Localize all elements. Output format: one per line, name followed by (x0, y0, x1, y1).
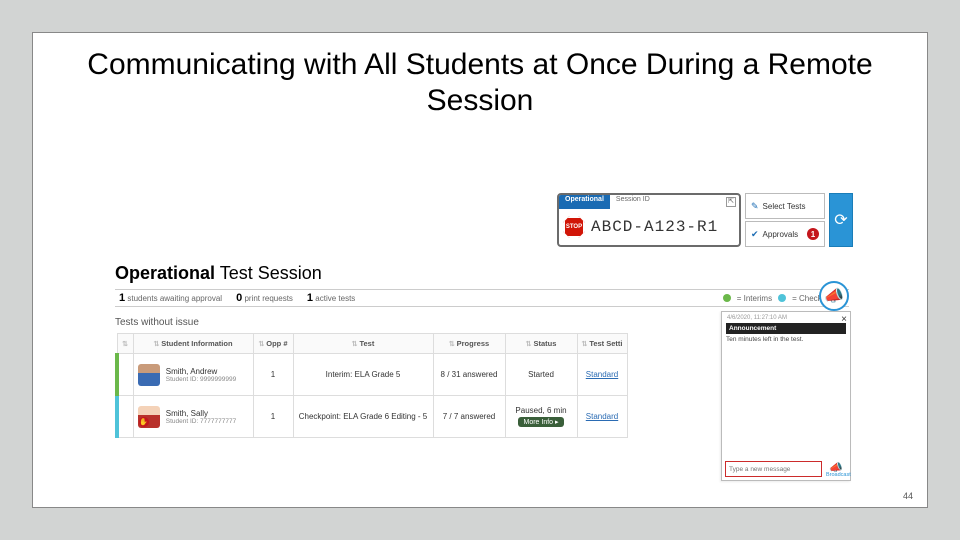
tab-operational[interactable]: Operational (559, 195, 610, 209)
cell-progress: 7 / 7 answered (433, 396, 505, 438)
heading-light: Test Session (215, 263, 322, 283)
avatar: ✋ (138, 406, 160, 428)
col-progress[interactable]: Progress (433, 334, 505, 354)
message-input[interactable] (725, 461, 822, 477)
cell-opp: 1 (253, 354, 293, 396)
broadcast-send-button[interactable]: 📣 Broadcast (826, 461, 846, 478)
announcement-panel: × 4/6/2020, 11:27:10 AM Announcement Ten… (721, 311, 851, 481)
student-name: Smith, Andrew (166, 367, 236, 376)
awaiting-label: students awaiting approval (127, 294, 222, 303)
session-id-value: ABCD-A123-R1 (591, 218, 718, 236)
active-count: 1 (307, 292, 313, 304)
col-test[interactable]: Test (293, 334, 433, 354)
session-actions: ✎ Select Tests ✔ Approvals 1 (745, 193, 825, 247)
cell-test: Checkpoint: ELA Grade 6 Editing - 5 (293, 396, 433, 438)
cell-opp: 1 (253, 396, 293, 438)
cell-progress: 8 / 31 answered (433, 354, 505, 396)
session-id-box: Operational Session ID ⇱ STOP ABCD-A123-… (557, 193, 741, 247)
col-test-settings[interactable]: Test Setti (577, 334, 627, 354)
announcement-message: Ten minutes left in the test. (726, 336, 846, 343)
table-row: ✋ Smith, Sally Student ID: 7777777777 1 … (117, 396, 627, 438)
tab-session-id-label: Session ID (610, 195, 656, 209)
approvals-label: Approvals (763, 230, 799, 239)
col-student-info[interactable]: Student Information (133, 334, 253, 354)
students-table: Student Information Opp # Test Progress … (115, 333, 628, 438)
check-icon: ✔ (751, 229, 759, 240)
print-count: 0 (236, 292, 242, 304)
approvals-count-badge: 1 (807, 228, 819, 240)
announcement-header: Announcement (726, 323, 846, 334)
approvals-button[interactable]: ✔ Approvals 1 (745, 221, 825, 247)
checkpoint-dot-icon (778, 294, 786, 302)
interim-dot-icon (723, 294, 731, 302)
page-heading: Operational Test Session (115, 263, 322, 284)
col-blank[interactable] (117, 334, 133, 354)
status-summary-bar: 1 students awaiting approval 0 print req… (115, 289, 849, 307)
cell-status: Paused, 6 min More Info ▸ (505, 396, 577, 438)
col-opp[interactable]: Opp # (253, 334, 293, 354)
legend-interims-label: = Interims (737, 294, 772, 303)
hand-raised-icon: ✋ (139, 417, 149, 427)
student-id: Student ID: 9999999999 (166, 376, 236, 383)
stop-button[interactable]: STOP (563, 216, 585, 238)
screenshot-region: Operational Session ID ⇱ STOP ABCD-A123-… (111, 193, 853, 491)
more-info-button[interactable]: More Info ▸ (518, 417, 563, 427)
table-row: Smith, Andrew Student ID: 9999999999 1 I… (117, 354, 627, 396)
table-header-row: Student Information Opp # Test Progress … (117, 334, 627, 354)
close-icon[interactable]: × (841, 314, 847, 325)
awaiting-count: 1 (119, 292, 125, 304)
cell-status: Started (505, 354, 577, 396)
broadcast-megaphone-button[interactable]: 📣 (819, 281, 849, 311)
active-label: active tests (315, 294, 355, 303)
col-status[interactable]: Status (505, 334, 577, 354)
heading-bold: Operational (115, 263, 215, 283)
cell-test: Interim: ELA Grade 5 (293, 354, 433, 396)
announcement-timestamp: 4/6/2020, 11:27:10 AM (722, 312, 850, 321)
tests-without-issue-label: Tests without issue (115, 317, 199, 328)
refresh-icon: ⟳ (834, 210, 847, 230)
select-tests-button[interactable]: ✎ Select Tests (745, 193, 825, 219)
avatar (138, 364, 160, 386)
settings-link[interactable]: Standard (586, 370, 618, 379)
popout-icon[interactable]: ⇱ (726, 197, 736, 207)
megaphone-icon: 📣 (824, 286, 844, 306)
page-number: 44 (903, 491, 913, 501)
select-tests-label: Select Tests (763, 202, 806, 211)
status-text: Paused, 6 min (510, 406, 573, 415)
session-bar: Operational Session ID ⇱ STOP ABCD-A123-… (557, 193, 853, 247)
settings-link[interactable]: Standard (586, 412, 618, 421)
student-id: Student ID: 7777777777 (166, 418, 236, 425)
print-label: print requests (244, 294, 292, 303)
pencil-icon: ✎ (751, 201, 759, 212)
slide-title: Communicating with All Students at Once … (33, 33, 927, 119)
student-name: Smith, Sally (166, 409, 236, 418)
refresh-button[interactable]: ⟳ (829, 193, 853, 247)
broadcast-label: Broadcast (826, 472, 846, 478)
